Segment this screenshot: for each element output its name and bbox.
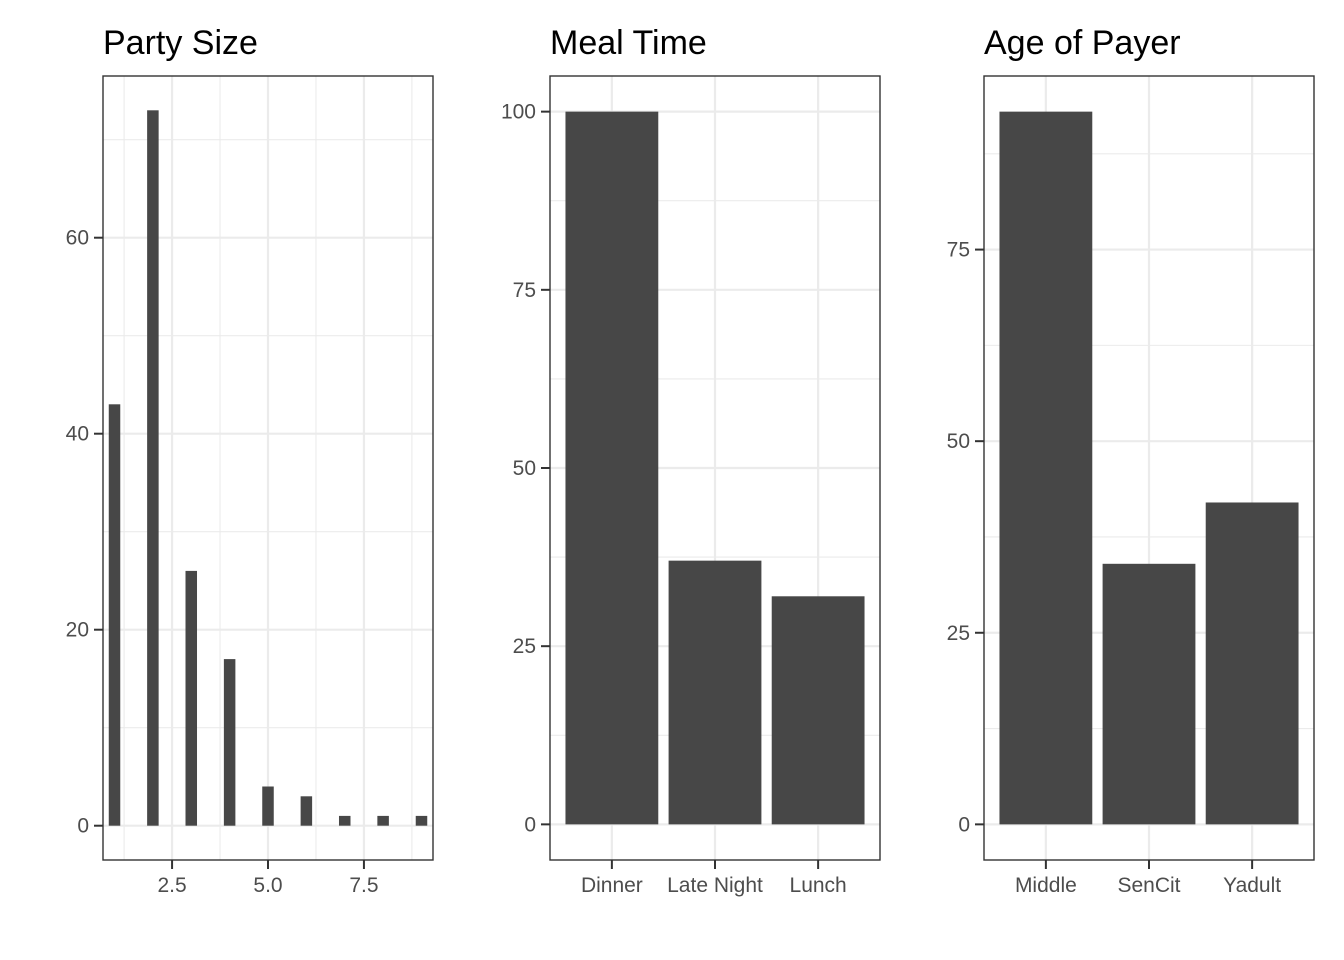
bar-party-size-3 [185, 570, 198, 826]
bar-dinner [565, 111, 659, 825]
bar-party-size-6 [300, 796, 313, 826]
chart-panel-1: Party Size 2.5 5.0 7.5 0 20 40 60 [66, 24, 434, 897]
x-tick-label: Late Night [667, 874, 763, 897]
bar-party-size-4 [223, 659, 236, 826]
chart-title: Age of Payer [984, 24, 1181, 62]
bar-party-size-2 [147, 110, 159, 826]
bar-party-size-9 [415, 815, 428, 826]
y-tick-label: 75 [513, 279, 536, 302]
bar-party-size-1 [108, 404, 121, 826]
y-tick-label: 50 [947, 430, 970, 453]
bar-lunch [771, 596, 865, 825]
x-tick-label: Middle [1015, 874, 1077, 897]
chart-title: Party Size [103, 24, 258, 62]
y-tick-label: 0 [77, 815, 89, 838]
y-tick-label: 0 [524, 813, 536, 836]
bar-sencit [1102, 563, 1196, 825]
y-tick-label: 100 [501, 101, 536, 124]
x-tick-label: 5.0 [253, 874, 282, 897]
y-tick-label: 75 [947, 239, 970, 262]
bar-late-night [668, 560, 762, 825]
bar-party-size-8 [377, 815, 389, 826]
x-tick-label: Lunch [790, 874, 847, 897]
chart-panel-3: Age of Payer Middle SenCit Yadult 0 25 50 75 [947, 24, 1315, 897]
chart-title: Meal Time [550, 24, 707, 62]
bar-party-size-5 [262, 786, 274, 826]
y-tick-label: 20 [66, 619, 89, 642]
panel-border [549, 75, 881, 861]
x-tick-label: 7.5 [349, 874, 378, 897]
x-tick-label: Yadult [1223, 874, 1281, 897]
panel-border [983, 75, 1315, 861]
y-tick-label: 60 [66, 227, 89, 250]
y-tick-label: 25 [513, 635, 536, 658]
bar-yadult [1205, 502, 1299, 825]
panel-border [102, 75, 434, 861]
bar-party-size-7 [338, 815, 351, 826]
x-tick-label: Dinner [581, 874, 643, 897]
y-tick-label: 50 [513, 457, 536, 480]
x-tick-label: SenCit [1117, 874, 1180, 897]
chart-panel-2: Meal Time Dinner Late Night Lunch 0 25 50 75 100 [501, 24, 881, 897]
x-tick-label: 2.5 [157, 874, 186, 897]
y-tick-label: 0 [958, 813, 970, 836]
y-tick-label: 25 [947, 622, 970, 645]
bar-middle [999, 111, 1093, 825]
y-tick-label: 40 [66, 423, 89, 446]
